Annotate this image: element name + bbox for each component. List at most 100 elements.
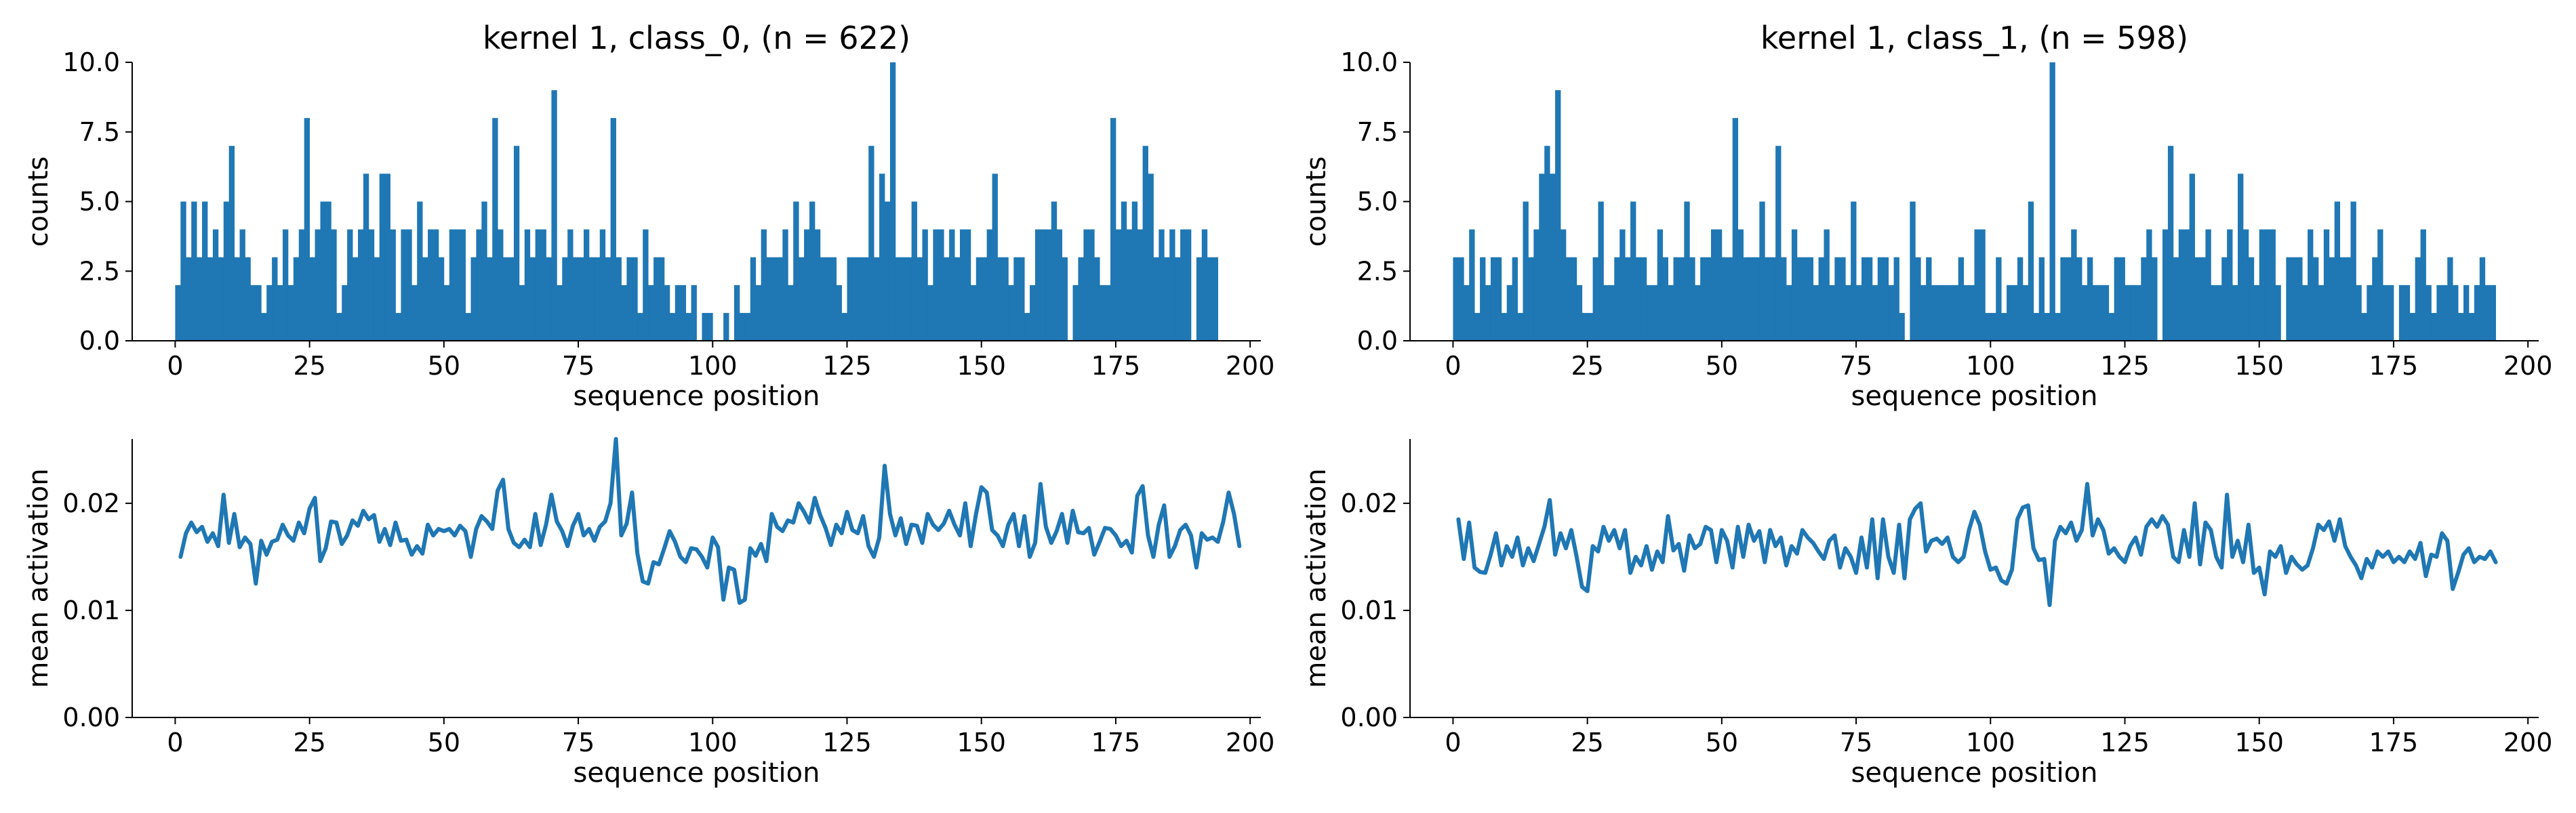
histogram-bar: [1684, 201, 1690, 341]
histogram-bar: [1490, 257, 1497, 341]
histogram-bar: [986, 229, 992, 341]
histogram-bar: [1941, 285, 1948, 341]
x-tick-label: 200: [2503, 728, 2553, 757]
histogram-bar: [1851, 201, 1857, 341]
x-tick-label: 150: [957, 351, 1006, 381]
histogram-bar: [2404, 285, 2411, 341]
histogram-bar: [1528, 257, 1534, 341]
histogram-bar: [653, 257, 660, 341]
histogram-bar: [2361, 312, 2367, 341]
histogram-bar: [2463, 285, 2470, 341]
histogram-bar: [218, 257, 224, 341]
histogram-bar: [1544, 146, 1550, 341]
histogram-bar: [1464, 285, 1470, 341]
histogram-bar: [1469, 229, 1475, 341]
histogram-bar: [433, 229, 439, 341]
histogram-bar: [1008, 285, 1014, 341]
x-tick-label: 150: [2234, 728, 2284, 757]
x-tick-label: 200: [1226, 351, 1275, 381]
histogram-bar: [2409, 312, 2416, 341]
histogram-bar: [1201, 229, 1208, 341]
histogram-bar: [454, 229, 461, 341]
x-tick-label: 0: [1445, 728, 1461, 757]
histogram-bar: [342, 285, 348, 341]
x-tick-label: 50: [428, 351, 460, 381]
histogram-bar: [1796, 257, 1803, 341]
histogram-bar: [535, 229, 541, 341]
histogram-bar: [809, 201, 816, 341]
histogram-bar: [1678, 257, 1685, 341]
histogram-bar: [2044, 312, 2050, 341]
histogram-bar: [1089, 229, 1095, 341]
x-tick-label: 100: [688, 728, 738, 757]
x-tick-label: 125: [2100, 351, 2150, 381]
x-tick-label: 75: [1840, 351, 1872, 381]
histogram-bar: [788, 285, 794, 341]
x-tick-label: 100: [1966, 728, 2015, 757]
y-axis-label: counts: [1301, 157, 1332, 247]
histogram-bar: [1952, 285, 1959, 341]
histogram-bar: [1641, 257, 1647, 341]
histogram-bar: [777, 257, 783, 341]
histogram-bar: [2189, 173, 2195, 341]
histogram-bar: [460, 229, 466, 341]
histogram-bar: [406, 229, 412, 341]
histogram-bar: [2242, 229, 2249, 341]
histogram-bar: [1495, 257, 1502, 341]
histogram-bar: [643, 229, 649, 341]
histogram-bar: [2334, 201, 2341, 341]
histogram-bar: [804, 229, 810, 341]
histogram-bar: [669, 312, 676, 341]
histogram-bar: [1083, 229, 1089, 341]
histogram-bar: [304, 118, 310, 341]
y-tick-label: 2.5: [79, 256, 120, 286]
histogram-bar: [277, 285, 283, 341]
histogram-bar: [2442, 285, 2448, 341]
histogram-bar: [374, 257, 380, 341]
histogram-bar: [1791, 229, 1798, 341]
histogram-bar: [863, 257, 869, 341]
histogram-bar: [2038, 257, 2045, 341]
histogram-bar: [1711, 229, 1717, 341]
histogram-bar: [272, 257, 278, 341]
histogram-bar: [1824, 229, 1830, 341]
histogram-bar: [465, 312, 471, 341]
histogram-bar: [1657, 229, 1664, 341]
histogram-bar: [2130, 285, 2136, 341]
histogram-bar: [734, 285, 740, 341]
x-tick-label: 75: [1840, 728, 1872, 757]
histogram-bar: [944, 257, 950, 341]
x-tick-label: 50: [1706, 728, 1738, 757]
histogram-bar: [616, 257, 622, 341]
histogram-bar: [2097, 285, 2104, 341]
histogram-bar: [2468, 312, 2475, 341]
histogram-bar: [1888, 285, 1894, 341]
x-tick-label: 25: [293, 351, 325, 381]
histogram-bar: [2415, 257, 2421, 341]
histogram-bar: [1920, 285, 1927, 341]
y-tick-label: 0.00: [1340, 703, 1398, 732]
histogram-bar: [2329, 257, 2335, 341]
histogram-bar: [1576, 285, 1583, 341]
histogram-bar: [2453, 285, 2459, 341]
histogram-bar: [1619, 229, 1626, 341]
x-tick-label: 0: [167, 351, 183, 381]
histogram-bar: [519, 285, 525, 341]
histogram-bar: [825, 257, 832, 341]
histogram-bar: [1126, 229, 1133, 341]
histogram-bar: [1625, 257, 1631, 341]
histogram-bar: [2022, 285, 2029, 341]
histogram-bar: [1062, 257, 1068, 341]
histogram-bar: [401, 229, 407, 341]
histogram-bar: [868, 146, 874, 341]
histogram-bar: [266, 285, 273, 341]
x-tick-label: 175: [1091, 351, 1141, 381]
histogram-bar: [2221, 257, 2228, 341]
histogram-bar: [1770, 257, 1776, 341]
x-axis-label: sequence position: [573, 381, 820, 412]
histogram-bar: [599, 229, 606, 341]
histogram-bar: [1115, 229, 1122, 341]
x-tick-label: 50: [428, 728, 460, 757]
histogram-bar: [1609, 285, 1615, 341]
histogram-bar: [234, 257, 240, 341]
